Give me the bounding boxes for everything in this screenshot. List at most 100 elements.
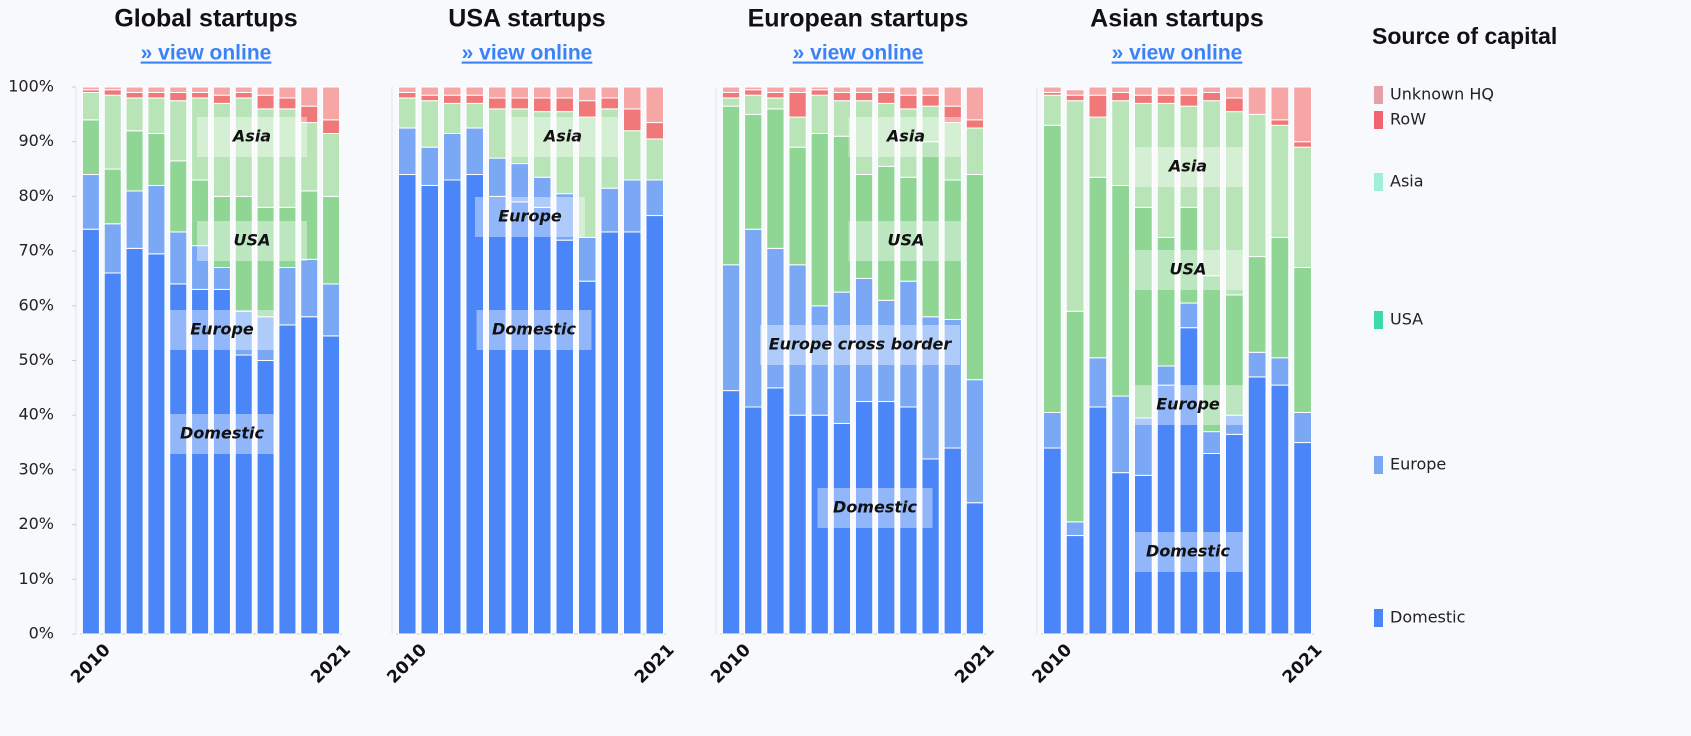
annotation-box xyxy=(1130,385,1246,425)
bar-segment xyxy=(81,119,100,176)
annotation: Europe xyxy=(498,207,562,226)
bar-segment xyxy=(278,324,297,635)
bar-segment xyxy=(420,146,440,186)
bar-segment xyxy=(721,390,741,635)
bar-segment xyxy=(1088,86,1108,96)
bar-segment xyxy=(744,228,763,408)
bar-segment xyxy=(721,97,741,107)
annotation-box xyxy=(848,117,964,157)
legend-swatch xyxy=(1374,311,1383,329)
annotation: Domestic xyxy=(492,320,576,339)
bar-segment xyxy=(510,97,530,110)
bar-segment xyxy=(721,264,741,392)
bar-segment xyxy=(442,94,462,104)
bar-segment xyxy=(600,231,620,635)
bar-segment xyxy=(1088,357,1108,408)
bar-segment xyxy=(1179,327,1199,635)
bar-segment xyxy=(1156,86,1176,96)
annotation: USA xyxy=(888,231,925,250)
bar-segment xyxy=(788,414,807,635)
annotation: Europe xyxy=(1156,395,1220,414)
legend-swatch xyxy=(1374,173,1383,191)
bar-segment xyxy=(147,184,166,255)
bar-segment xyxy=(744,113,763,230)
x-tick-label: 2021 xyxy=(951,640,999,688)
bar-segment xyxy=(125,97,144,132)
bar-segment xyxy=(1247,351,1267,378)
bar-segment xyxy=(810,94,829,134)
bar-segment xyxy=(1202,86,1221,93)
y-tick-label: 60% xyxy=(18,295,54,314)
bar-segment xyxy=(278,97,297,110)
bar-segment xyxy=(465,174,485,635)
bar-segment xyxy=(81,86,100,91)
view-online-link[interactable]: » view online xyxy=(141,42,272,65)
annotation: Domestic xyxy=(833,498,917,517)
annotation: USA xyxy=(234,231,271,250)
bar-segment xyxy=(103,223,122,274)
bar-segment xyxy=(103,272,122,635)
bar-segment xyxy=(1202,100,1221,277)
bar-segment xyxy=(645,138,665,181)
bar-segment xyxy=(622,231,642,635)
view-online-link[interactable]: » view online xyxy=(793,42,924,65)
bar-segment xyxy=(555,239,575,635)
bar-segment xyxy=(721,105,741,266)
bar-segment xyxy=(420,86,440,96)
bar-segment xyxy=(1065,521,1085,537)
bar-segment xyxy=(788,86,807,93)
bar-segment xyxy=(125,86,144,93)
annotation: Asia xyxy=(231,127,271,146)
bar-segment xyxy=(103,168,122,225)
bar-segment xyxy=(965,127,985,176)
bar-segment xyxy=(600,187,620,233)
bar-segment xyxy=(965,174,985,381)
bar-segment xyxy=(1043,124,1062,413)
y-tick-label: 80% xyxy=(18,186,54,205)
bar-segment xyxy=(81,174,100,230)
bar-segment xyxy=(1270,124,1290,238)
bar-segment xyxy=(943,86,962,107)
view-online-link[interactable]: » view online xyxy=(1112,42,1243,65)
bar-segment xyxy=(1088,116,1108,178)
x-tick-label: 2021 xyxy=(307,640,355,688)
bar-segment xyxy=(442,179,462,635)
bar-segment xyxy=(532,206,552,635)
bar-segment xyxy=(1293,141,1312,148)
bar-segment xyxy=(1225,86,1244,99)
bar-segment xyxy=(622,86,642,110)
bar-segment xyxy=(322,335,341,635)
legend-label: RoW xyxy=(1390,110,1426,129)
view-online-link[interactable]: » view online xyxy=(462,42,593,65)
bar-segment xyxy=(600,97,620,110)
bar-segment xyxy=(1111,100,1130,186)
bar-segment xyxy=(278,86,297,99)
bar-segment xyxy=(877,86,896,93)
bar-segment xyxy=(1065,100,1085,312)
bar-segment xyxy=(1293,442,1312,635)
annotation: USA xyxy=(1170,260,1207,279)
bar-segment xyxy=(420,94,440,102)
bar-segment xyxy=(832,100,852,137)
annotation-box xyxy=(760,325,960,365)
bar-segment xyxy=(1270,119,1290,126)
bar-segment xyxy=(510,201,530,635)
bar-segment xyxy=(322,132,341,197)
bar-segment xyxy=(1179,94,1199,107)
bar-segment xyxy=(899,86,918,96)
bar-segment xyxy=(300,86,319,107)
bar-segment xyxy=(899,94,918,110)
bar-segment xyxy=(234,86,253,93)
bar-segment xyxy=(645,122,665,140)
bar-segment xyxy=(622,179,642,233)
bar-segment xyxy=(442,86,462,96)
annotation: Domestic xyxy=(1146,542,1230,561)
bar-segment xyxy=(1111,395,1130,474)
bar-segment xyxy=(1111,86,1130,93)
bar-segment xyxy=(234,354,253,635)
bar-segment xyxy=(397,97,417,129)
bar-segment xyxy=(397,174,417,635)
bar-segment xyxy=(788,146,807,266)
x-tick-label: 2010 xyxy=(1029,640,1077,688)
bar-segment xyxy=(744,94,763,115)
